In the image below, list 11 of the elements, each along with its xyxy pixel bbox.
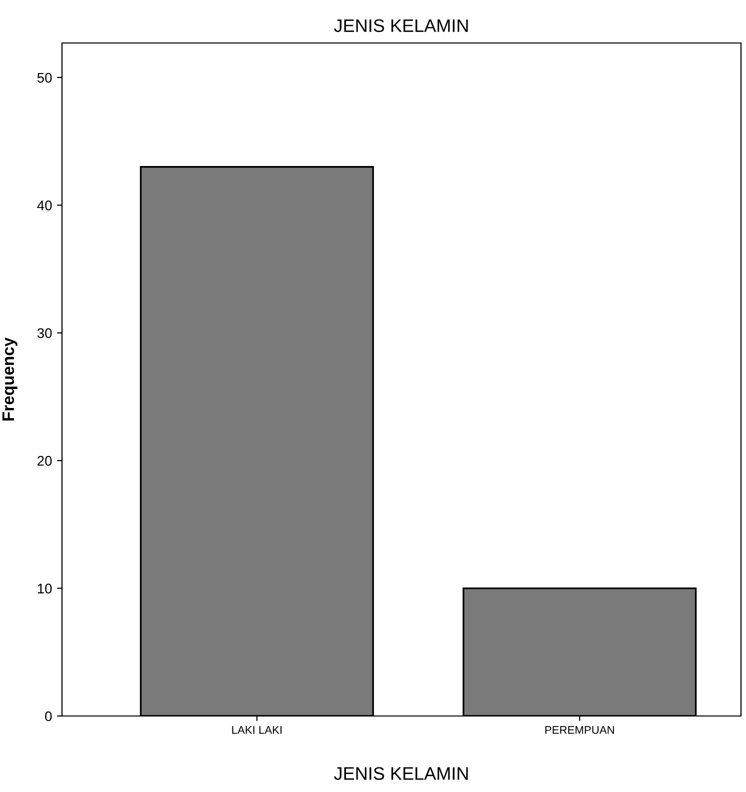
y-tick-label: 20	[38, 456, 52, 466]
x-tick-label: PEREMPUAN	[545, 726, 614, 734]
chart-title: JENIS KELAMIN	[334, 19, 468, 32]
y-tick-label: 50	[37, 72, 52, 83]
y-tick-label: 30	[37, 328, 52, 338]
y-tick-label: 10	[38, 584, 52, 594]
y-tick-label: 40	[37, 200, 52, 210]
y-tick-label: 0	[45, 711, 52, 722]
x-axis-title: JENIS KELAMIN	[334, 767, 468, 780]
x-tick-label: LAKI LAKI	[232, 726, 282, 734]
y-axis-title: Frequency	[2, 337, 18, 421]
